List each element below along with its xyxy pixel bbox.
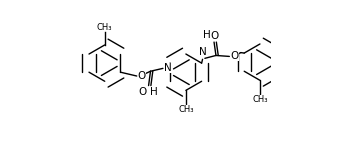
Text: O: O <box>138 88 147 97</box>
Text: O: O <box>230 51 239 61</box>
Text: O: O <box>210 31 218 41</box>
Text: CH₃: CH₃ <box>178 105 194 114</box>
Text: H: H <box>204 30 211 40</box>
Text: H: H <box>151 88 158 97</box>
Text: O: O <box>138 71 146 81</box>
Text: N: N <box>164 63 172 73</box>
Text: CH₃: CH₃ <box>252 95 268 104</box>
Text: CH₃: CH₃ <box>97 22 112 32</box>
Text: N: N <box>199 47 206 57</box>
